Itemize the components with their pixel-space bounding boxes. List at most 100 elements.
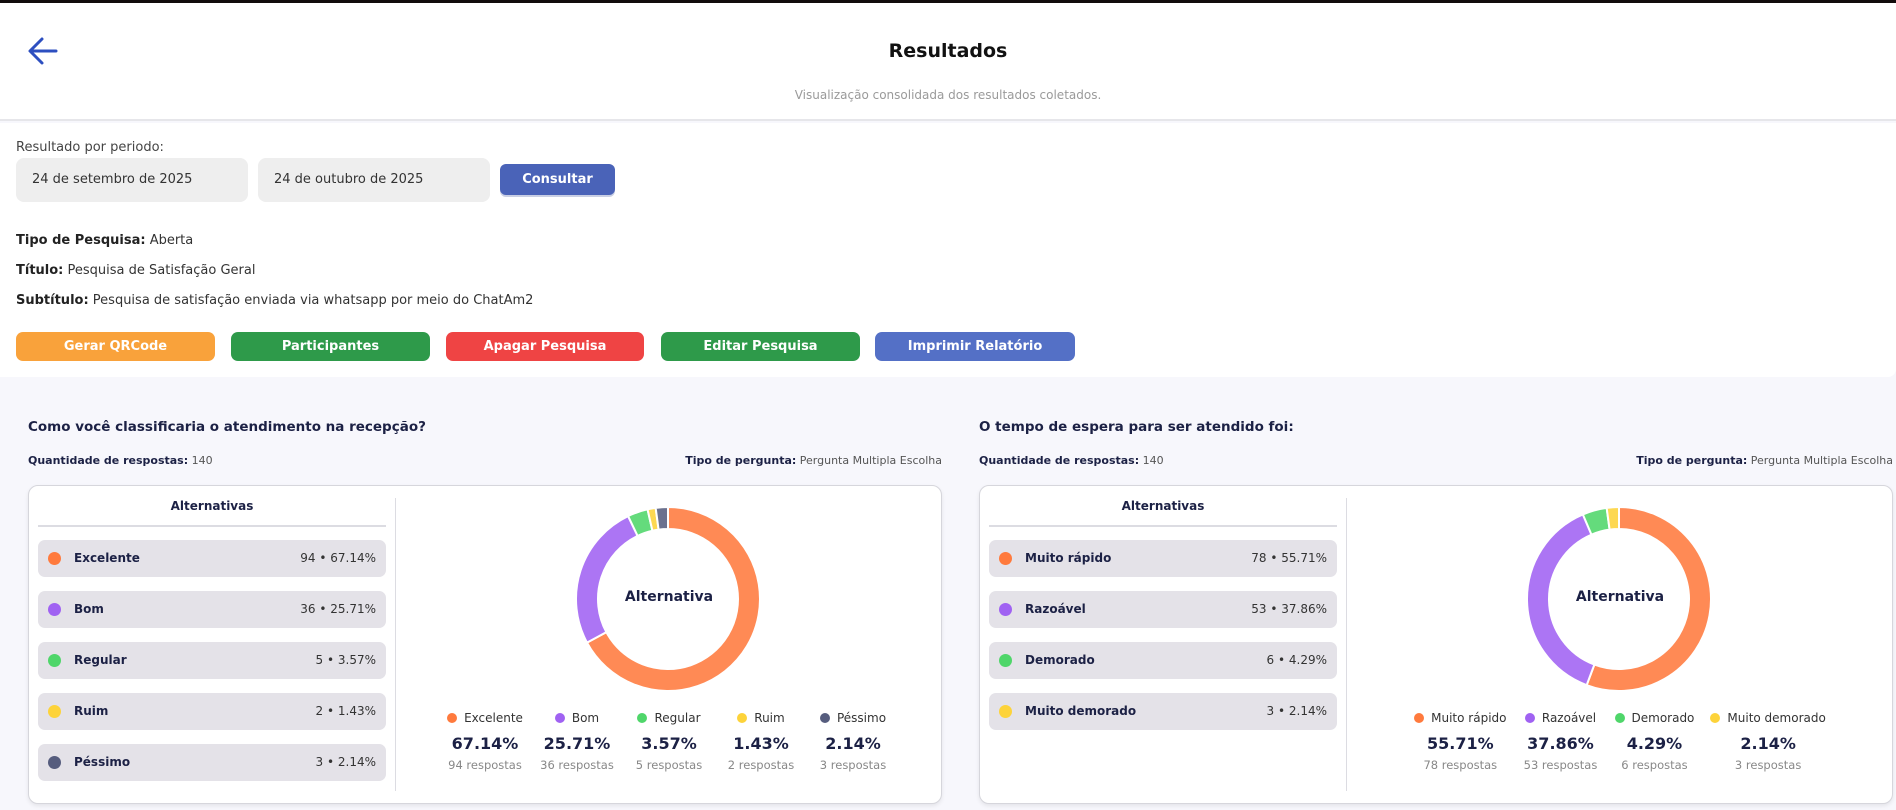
legend-label: Demorado <box>1614 711 1694 725</box>
color-dot-icon <box>999 552 1012 565</box>
legend-percent: 25.71% <box>543 734 611 753</box>
delete-survey-button[interactable]: Apagar Pesquisa <box>446 332 644 361</box>
page-header: Resultados Visualização consolidada dos … <box>0 3 1896 121</box>
legend-percent: 67.14% <box>451 734 519 753</box>
legend-percent: 2.14% <box>1740 734 1796 753</box>
alternative-label: Excelente <box>74 551 140 565</box>
color-dot-icon <box>447 713 458 723</box>
start-date-input[interactable]: 24 de setembro de 2025 <box>16 158 248 202</box>
legend-percent: 2.14% <box>825 734 881 753</box>
alternative-label: Ruim <box>74 704 109 718</box>
donut-chart <box>575 506 761 692</box>
legend-responses: 6 respostas <box>1621 758 1688 772</box>
legend-label: Muito demorado <box>1710 711 1826 725</box>
consult-button[interactable]: Consultar <box>500 164 615 195</box>
color-dot-icon <box>554 713 565 723</box>
generate-qrcode-button[interactable]: Gerar QRCode <box>16 332 215 361</box>
legend-text: Bom <box>571 711 600 725</box>
response-count: Quantidade de respostas: 140 <box>28 454 213 467</box>
survey-type-value: Aberta <box>149 233 194 248</box>
response-count-value: 140 <box>191 454 213 467</box>
color-dot-icon <box>48 552 61 565</box>
survey-title: Título: Pesquisa de Satisfação Geral <box>16 263 255 278</box>
legend-item[interactable]: Demorado 4.29% 6 respostas <box>1614 711 1694 772</box>
alternative-value: 2 • 1.43% <box>315 704 376 718</box>
legend-item[interactable]: Razoável 37.86% 53 respostas <box>1523 711 1599 772</box>
color-dot-icon <box>819 713 830 723</box>
donut-slice[interactable] <box>654 506 669 531</box>
legend-item[interactable]: Bom 25.71% 36 respostas <box>539 711 615 772</box>
arrow-left-icon[interactable] <box>26 35 60 67</box>
legend-responses: 3 respostas <box>1734 758 1802 772</box>
legend-label: Ruim <box>737 711 785 725</box>
alternative-value: 94 • 67.14% <box>300 551 376 565</box>
legend-label: Muito rápido <box>1414 711 1507 725</box>
alternative-label: Muito demorado <box>1025 704 1137 718</box>
alternatives-header: Alternativas <box>170 499 254 513</box>
participants-button[interactable]: Participantes <box>231 332 430 361</box>
legend-item[interactable]: Excelente 67.14% 94 respostas <box>447 711 523 772</box>
color-dot-icon <box>999 705 1012 718</box>
alternative-value: 53 • 37.86% <box>1251 602 1327 616</box>
chart-legend: Muito rápido 55.71% 78 respostas Razoável 37… <box>1346 711 1894 772</box>
legend-percent: 4.29% <box>1626 734 1683 753</box>
donut-slice[interactable] <box>585 506 761 692</box>
color-dot-icon <box>48 654 61 667</box>
alternative-label: Demorado <box>1025 653 1095 667</box>
legend-label: Razoável <box>1524 711 1596 725</box>
legend-percent: 3.57% <box>641 734 697 753</box>
alternative-row: Muito rápido 78 • 55.71% <box>989 540 1337 577</box>
alternative-label: Razoável <box>1025 602 1086 616</box>
period-label: Resultado por periodo: <box>16 140 164 155</box>
legend-text: Muito demorado <box>1727 711 1826 725</box>
chart-legend: Excelente 67.14% 94 respostas Bom 25.71% 36 r… <box>395 711 943 772</box>
legend-item[interactable]: Muito rápido 55.71% 78 respostas <box>1414 711 1507 772</box>
legend-item[interactable]: Péssimo 2.14% 3 respostas <box>815 711 891 772</box>
alternative-value: 6 • 4.29% <box>1266 653 1327 667</box>
legend-item[interactable]: Muito demorado 2.14% 3 respostas <box>1710 711 1826 772</box>
legend-item[interactable]: Regular 3.57% 5 respostas <box>631 711 707 772</box>
legend-percent: 1.43% <box>733 734 789 753</box>
alternative-row: Muito demorado 3 • 2.14% <box>989 693 1337 730</box>
legend-responses: 5 respostas <box>635 758 703 772</box>
legend-text: Péssimo <box>836 711 887 725</box>
alternative-row: Péssimo 3 • 2.14% <box>38 744 386 781</box>
legend-responses: 2 respostas <box>727 758 795 772</box>
alternative-row: Bom 36 • 25.71% <box>38 591 386 628</box>
legend-responses: 3 respostas <box>819 758 887 772</box>
window-top-bar <box>0 0 1896 3</box>
color-dot-icon <box>1524 713 1535 723</box>
legend-item[interactable]: Ruim 1.43% 2 respostas <box>723 711 799 772</box>
donut-slice[interactable] <box>575 514 639 644</box>
donut-center-label: Alternativa <box>1575 589 1665 605</box>
alternative-row: Excelente 94 • 67.14% <box>38 540 386 577</box>
color-dot-icon <box>1710 713 1721 723</box>
color-dot-icon <box>48 756 61 769</box>
alternative-label: Regular <box>74 653 127 667</box>
donut-slice[interactable] <box>1605 506 1620 531</box>
alternatives-header: Alternativas <box>1121 499 1205 513</box>
question-type-label: Tipo de pergunta: <box>685 454 797 467</box>
print-report-button[interactable]: Imprimir Relatório <box>875 332 1075 361</box>
question-section: O tempo de espera para ser atendido foi:… <box>979 414 1893 810</box>
edit-survey-button[interactable]: Editar Pesquisa <box>661 332 860 361</box>
survey-title-label: Título: <box>16 263 64 278</box>
survey-title-value: Pesquisa de Satisfação Geral <box>67 263 256 278</box>
color-dot-icon <box>48 705 61 718</box>
page-title: Resultados <box>888 40 1008 62</box>
filters-panel: Resultado por periodo: 24 de setembro de… <box>0 123 1896 377</box>
survey-subtitle: Subtítulo: Pesquisa de satisfação enviad… <box>16 293 533 308</box>
legend-text: Excelente <box>464 711 523 725</box>
donut-slice[interactable] <box>1585 506 1712 692</box>
alternative-row: Demorado 6 • 4.29% <box>989 642 1337 679</box>
alternative-value: 5 • 3.57% <box>315 653 376 667</box>
color-dot-icon <box>737 713 748 723</box>
response-count: Quantidade de respostas: 140 <box>979 454 1164 467</box>
legend-percent: 37.86% <box>1527 734 1594 753</box>
legend-label: Regular <box>637 711 701 725</box>
alternative-row: Razoável 53 • 37.86% <box>989 591 1337 628</box>
question-title: Como você classificaria o atendimento na… <box>28 419 426 435</box>
end-date-input[interactable]: 24 de outubro de 2025 <box>258 158 490 202</box>
survey-type: Tipo de Pesquisa: Aberta <box>16 233 193 248</box>
divider <box>989 525 1337 527</box>
